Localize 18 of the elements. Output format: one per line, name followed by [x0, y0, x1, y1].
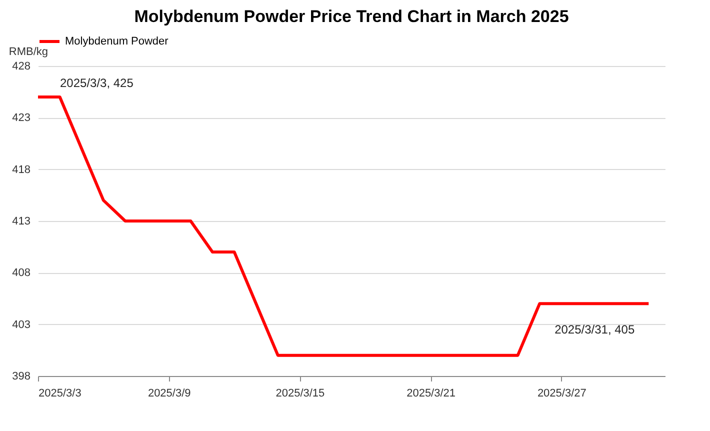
annotation: 2025/3/31, 405 — [554, 322, 635, 337]
legend-label: Molybdenum Powder — [65, 36, 169, 48]
x-tick-label: 2025/3/3 — [38, 388, 82, 400]
y-axis-title: RMB/kg — [8, 46, 48, 58]
y-tick-label: 403 — [12, 318, 30, 331]
x-tick-label: 2025/3/15 — [276, 388, 325, 400]
y-tick-label: 413 — [12, 216, 30, 228]
x-tick-label: 2025/3/27 — [537, 388, 586, 400]
y-tick-label: 398 — [12, 370, 30, 382]
line-series — [36, 96, 650, 357]
y-tick-label: 428 — [12, 60, 30, 72]
y-tick-label: 408 — [12, 267, 30, 280]
y-tick-label: 418 — [12, 164, 30, 176]
x-tick-label: 2025/3/9 — [148, 388, 191, 400]
annotation: 2025/3/3, 425 — [60, 76, 134, 90]
chart-title: Molybdenum Powder Price Trend Chart in March 2025 — [134, 7, 569, 26]
x-tick-label: 2025/3/21 — [406, 388, 456, 400]
y-tick-label: 423 — [12, 112, 30, 124]
